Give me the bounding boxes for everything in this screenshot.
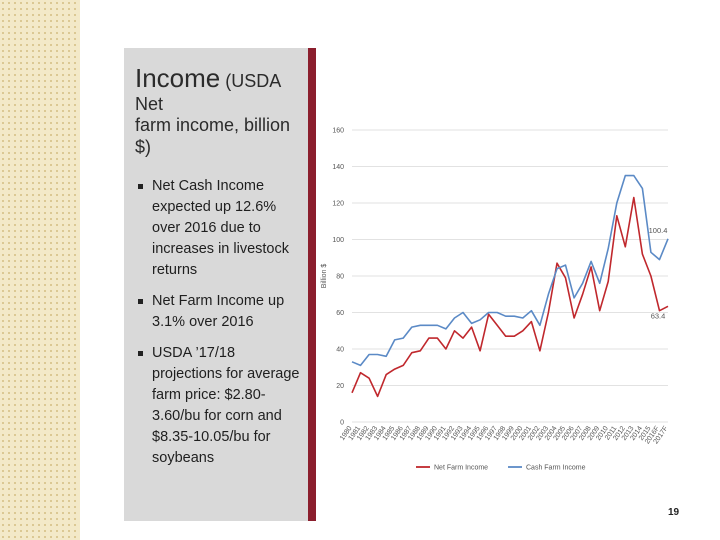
slide-title: Income (USDA Net farm income, billion $) bbox=[135, 63, 305, 158]
y-tick-label: 0 bbox=[340, 420, 344, 427]
bullet-item: Net Farm Income up 3.1% over 2016 bbox=[138, 291, 302, 333]
y-tick-label: 100 bbox=[332, 237, 344, 244]
y-tick-label: 80 bbox=[336, 274, 344, 281]
data-label: 63.4 bbox=[651, 311, 666, 320]
y-tick-label: 160 bbox=[332, 128, 344, 135]
bullet-item: Net Cash Income expected up 12.6% over 2… bbox=[138, 176, 302, 281]
y-tick-label: 60 bbox=[336, 310, 344, 317]
decorative-pattern-strip bbox=[0, 0, 80, 540]
title-main: Income bbox=[135, 63, 221, 93]
bullet-item: USDA ’17/18 projections for average farm… bbox=[138, 343, 302, 469]
income-chart: 0 20 40 60 80 100 120 140 160 Billion $1980 1981 19… bbox=[316, 118, 688, 480]
series-line-net-farm-income bbox=[351, 196, 669, 398]
y-tick-label: 140 bbox=[332, 164, 344, 171]
series-line-cash-farm-income bbox=[351, 174, 669, 367]
data-label: 100.4 bbox=[649, 226, 668, 235]
title-paren: (USDA Net bbox=[135, 71, 281, 114]
title-line2: farm income, billion $) bbox=[135, 115, 291, 157]
legend-entry: Cash Farm Income bbox=[526, 465, 586, 472]
y-axis-label: Billion $ bbox=[321, 264, 328, 289]
text-panel bbox=[124, 48, 308, 521]
legend-entry: Net Farm Income bbox=[434, 465, 488, 472]
bullet-list: Net Cash Income expected up 12.6% over 2… bbox=[138, 176, 302, 479]
y-tick-label: 20 bbox=[336, 383, 344, 390]
panel-divider bbox=[308, 48, 316, 521]
page-number: 19 bbox=[668, 507, 680, 518]
y-tick-label: 40 bbox=[336, 347, 344, 354]
y-tick-label: 120 bbox=[332, 201, 344, 208]
